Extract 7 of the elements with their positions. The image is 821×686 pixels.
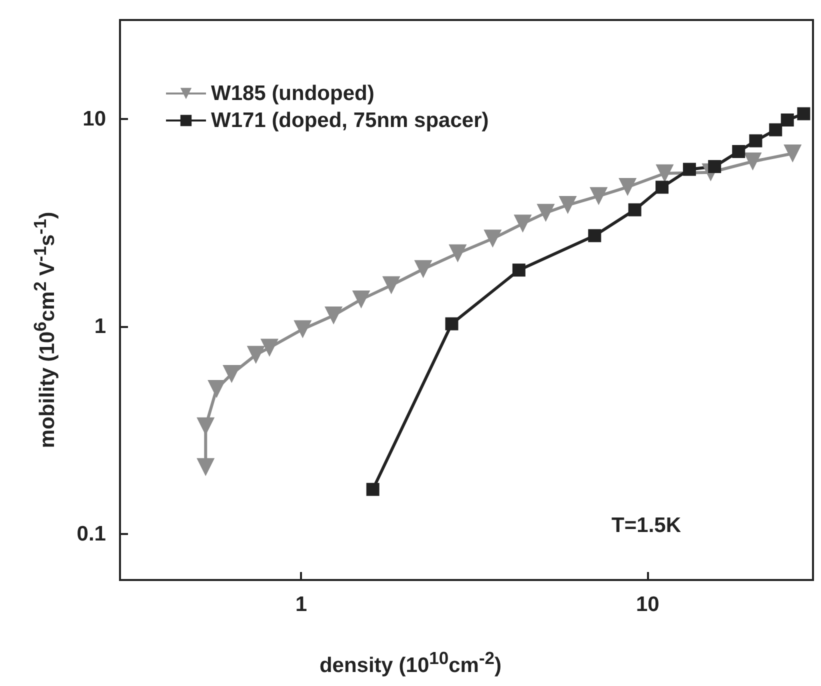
annotation: T=1.5K bbox=[612, 514, 682, 537]
legend-label: W171 (doped, 75nm spacer) bbox=[211, 109, 489, 132]
y-tick-label: 10 bbox=[82, 107, 106, 130]
y-tick-label: 0.1 bbox=[76, 522, 106, 546]
y-tick-label: 1 bbox=[94, 314, 106, 338]
legend-label: W185 (undoped) bbox=[211, 82, 374, 105]
x-axis-title: density (10$^{10}$cm$^{-2}$) bbox=[318, 648, 503, 678]
